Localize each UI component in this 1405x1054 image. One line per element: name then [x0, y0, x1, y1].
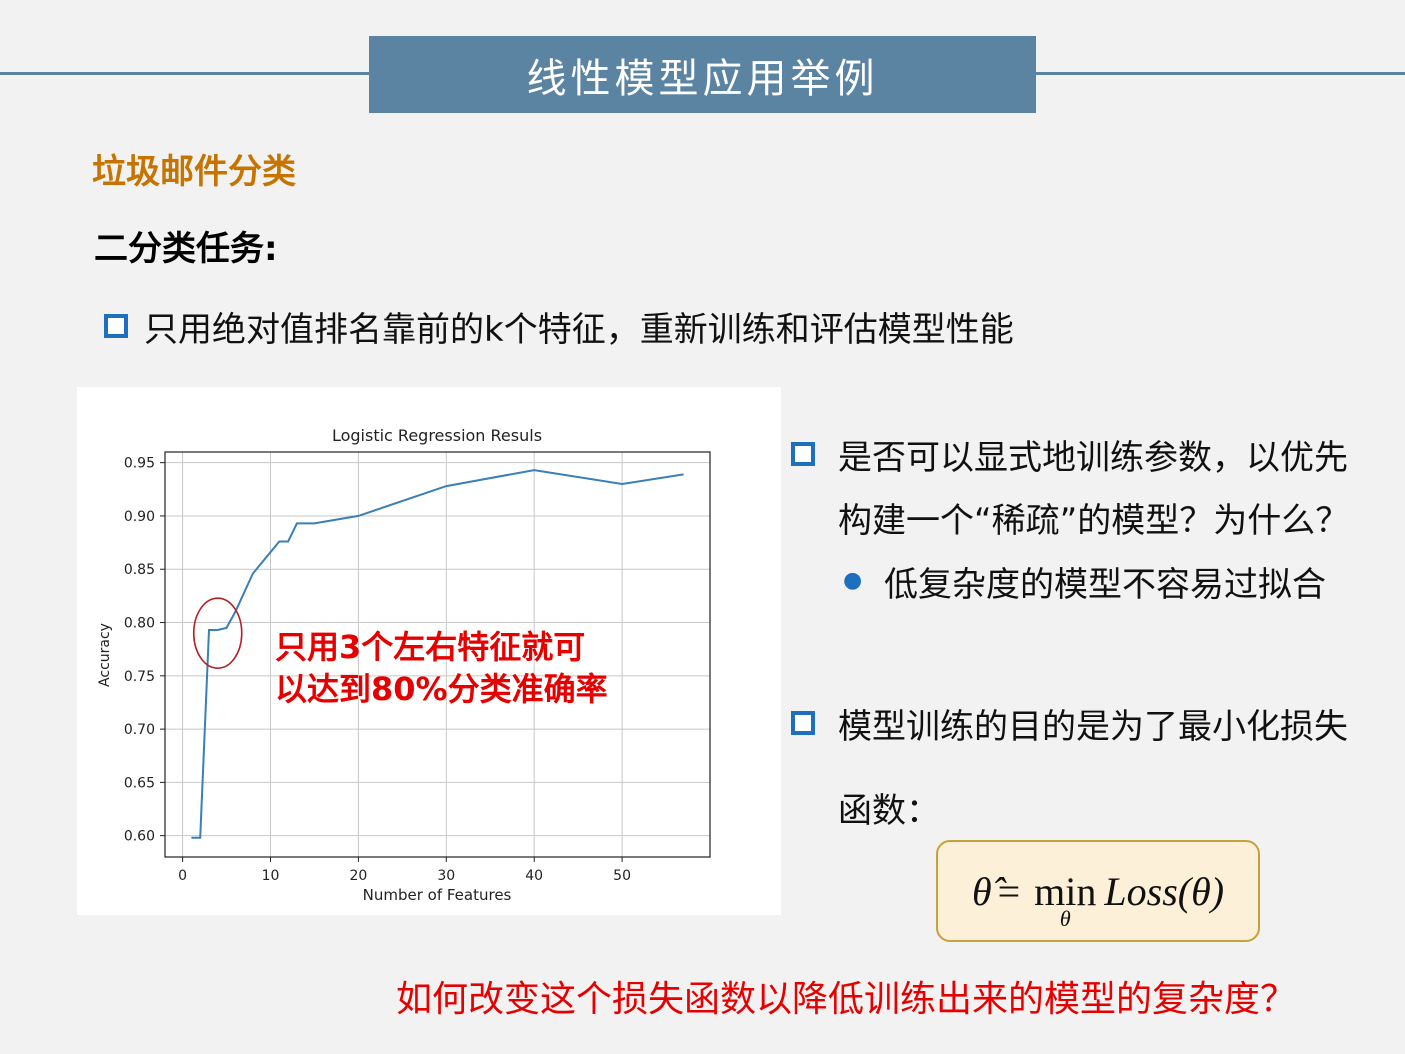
- x-tick-label: 40: [525, 868, 543, 884]
- x-tick-label: 0: [178, 868, 187, 884]
- sub-bullet-overfit: 低复杂度的模型不容易过拟合: [884, 565, 1326, 605]
- dot-bullet-icon: ●: [843, 568, 863, 593]
- y-tick-label: 0.80: [124, 616, 155, 632]
- y-tick-label: 0.70: [124, 722, 155, 738]
- chart-title: Logistic Regression Resuls: [332, 426, 542, 445]
- slide-title: 线性模型应用举例: [369, 36, 1036, 113]
- x-tick-label: 30: [437, 868, 455, 884]
- y-tick-label: 0.85: [124, 562, 155, 578]
- bullet-loss-line1: 模型训练的目的是为了最小化损失: [838, 707, 1348, 747]
- complexity-question: 如何改变这个损失函数以降低训练出来的模型的复杂度？: [396, 979, 1297, 1020]
- annotation-circle: [192, 597, 243, 669]
- chart-xlabel: Number of Features: [363, 886, 512, 904]
- formula-equals: =: [997, 868, 1021, 914]
- bullet-topk-features: 只用绝对值排名靠前的k个特征，重新训练和评估模型性能: [144, 310, 1014, 350]
- square-bullet-icon: [104, 314, 128, 338]
- x-tick-label: 50: [613, 868, 631, 884]
- accuracy-chart: Logistic Regression Resuls 0 10 20 30 40 50 0.…: [77, 387, 781, 915]
- x-tick-label: 20: [349, 868, 367, 884]
- annotation-line2: 以达到80%分类准确率: [275, 670, 608, 708]
- formula-theta-hat: θ̂: [971, 868, 992, 914]
- section-subtitle: 垃圾邮件分类: [92, 152, 296, 192]
- formula-min-subscript: θ: [1059, 905, 1071, 931]
- accuracy-series-line: [191, 469, 684, 839]
- y-tick-label: 0.95: [124, 456, 155, 472]
- y-tick-label: 0.90: [124, 509, 155, 525]
- bullet-sparse-line1: 是否可以显式地训练参数，以优先: [838, 438, 1348, 478]
- x-tick-label: 10: [262, 868, 280, 884]
- y-tick-label: 0.75: [124, 669, 155, 685]
- chart-svg: Logistic Regression Resuls 0 10 20 30 40 50 0.…: [97, 426, 711, 904]
- loss-formula: θ̂ = min θ Loss(θ): [936, 840, 1260, 942]
- plot-frame: [164, 451, 711, 858]
- task-heading: 二分类任务:: [94, 229, 278, 269]
- y-tick-label: 0.60: [124, 829, 155, 845]
- square-bullet-icon: [791, 442, 815, 466]
- formula-min: min: [1034, 868, 1097, 914]
- chart-ylabel: Accuracy: [97, 623, 113, 687]
- formula-loss: Loss(θ): [1104, 868, 1225, 914]
- bullet-sparse-line2: 构建一个“稀疏”的模型？为什么？: [838, 501, 1350, 541]
- square-bullet-icon: [791, 711, 815, 735]
- bullet-loss-line2: 函数：: [838, 791, 940, 831]
- annotation-line1: 只用3个左右特征就可: [275, 628, 585, 666]
- y-tick-label: 0.65: [124, 775, 155, 791]
